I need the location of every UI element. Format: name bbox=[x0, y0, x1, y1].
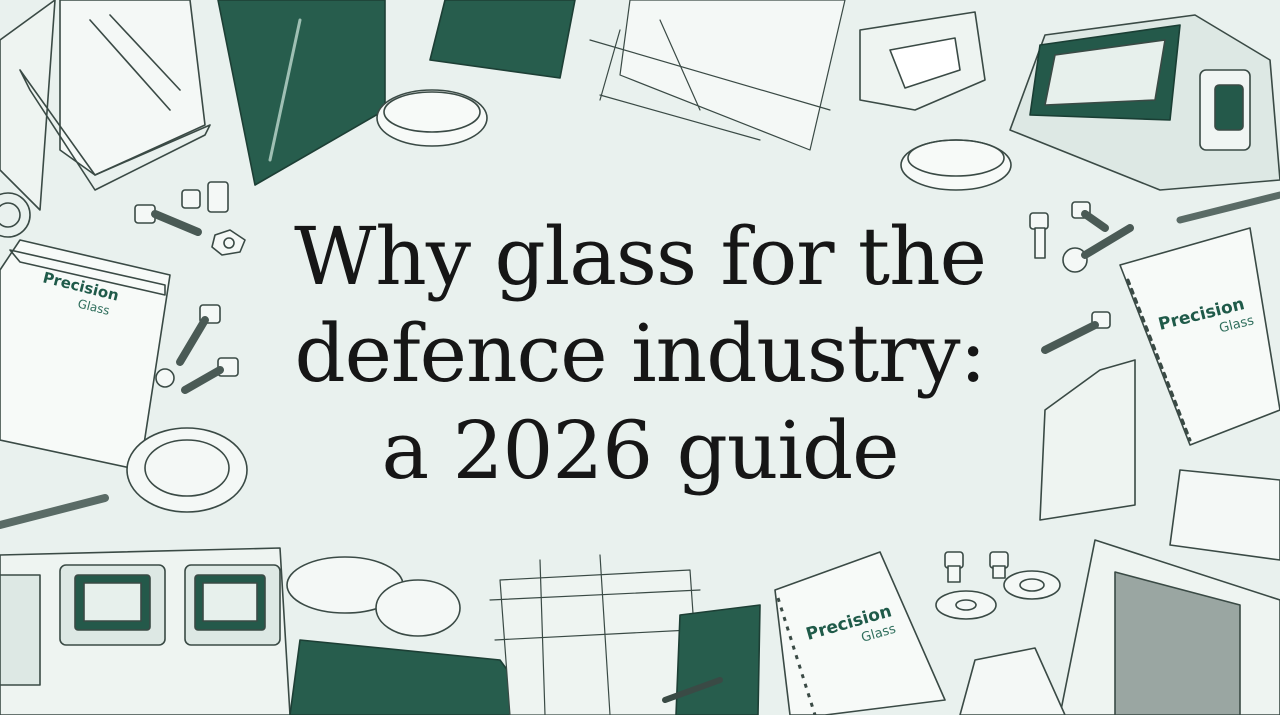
title-line-1: Why glass for the bbox=[294, 210, 987, 303]
equipment-bottom-left bbox=[0, 547, 291, 715]
dark-device-bottom bbox=[675, 604, 761, 715]
technical-drawing-bottom bbox=[489, 554, 701, 715]
glass-panel-top-left bbox=[0, 0, 211, 211]
glass-blocks-bottom-right bbox=[959, 539, 1280, 715]
precision-glass-notebook-left bbox=[0, 239, 171, 471]
dark-glass-slab-top bbox=[217, 0, 386, 186]
dark-glass-slab-bottom bbox=[289, 639, 541, 715]
bolts-cluster-bottom-right bbox=[935, 551, 1061, 620]
title-line-3: a 2026 guide bbox=[381, 404, 899, 497]
bolts-cluster-right bbox=[1029, 201, 1134, 354]
title-line-2: defence industry: bbox=[294, 307, 986, 400]
technical-drawing-top bbox=[589, 0, 846, 151]
glass-lens-top bbox=[376, 89, 488, 147]
glass-discs-bottom bbox=[286, 556, 461, 637]
page-title: Why glass for the defence industry: a 20… bbox=[200, 208, 1080, 499]
glass-lens-right bbox=[900, 139, 1012, 191]
dark-glass-slab-small bbox=[429, 0, 576, 79]
armoured-vehicle-top-right bbox=[1009, 14, 1280, 191]
glass-rod-right bbox=[1176, 191, 1280, 224]
glass-panel-right bbox=[1039, 359, 1136, 521]
precision-glass-notebook-bottom bbox=[774, 551, 946, 715]
precision-glass-notebook-right bbox=[1119, 227, 1280, 446]
washer-left-edge bbox=[0, 192, 31, 238]
glass-rod-left bbox=[0, 494, 109, 529]
bolts-cluster-left bbox=[134, 181, 246, 394]
glass-ring-left bbox=[126, 427, 248, 513]
glass-plate-right bbox=[1169, 469, 1280, 561]
